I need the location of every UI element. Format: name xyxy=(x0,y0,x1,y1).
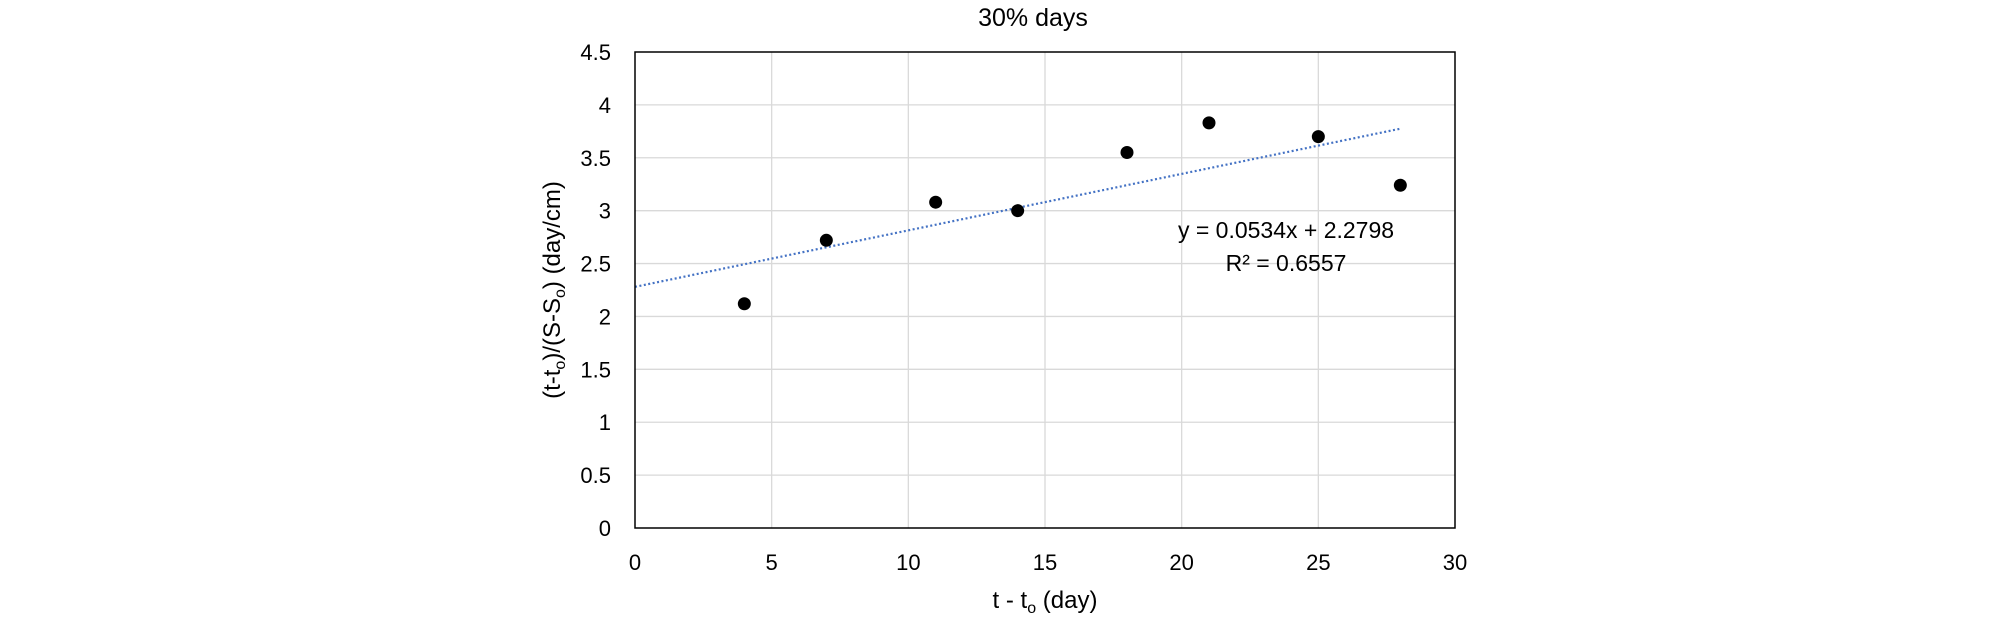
y-tick-label: 2 xyxy=(599,304,611,329)
chart-title: 30% days xyxy=(978,4,1088,32)
data-point xyxy=(737,297,751,311)
y-axis-label: (t-to)/(S-So) (day/cm) xyxy=(539,181,569,399)
x-tick-label: 20 xyxy=(1169,550,1193,575)
y-tick-label: 4.5 xyxy=(580,40,611,65)
y-tick-label: 0.5 xyxy=(580,463,611,488)
data-point xyxy=(1311,130,1325,144)
plot-border xyxy=(634,51,1456,529)
trendline-equation: y = 0.0534x + 2.2798 xyxy=(1178,217,1394,243)
data-point xyxy=(1202,116,1216,130)
x-tick-labels: 0 5 10 15 20 25 30 xyxy=(629,550,1467,575)
x-tick-label: 10 xyxy=(896,550,920,575)
y-tick-label: 1.5 xyxy=(580,357,611,382)
y-tick-label: 0 xyxy=(599,516,611,541)
data-point xyxy=(1120,145,1134,159)
trendline-r-squared: R² = 0.6557 xyxy=(1226,250,1347,276)
x-tick-label: 5 xyxy=(766,550,778,575)
gridlines xyxy=(635,52,1455,528)
x-tick-label: 0 xyxy=(629,550,641,575)
y-tick-label: 3 xyxy=(599,199,611,224)
data-point xyxy=(1393,178,1407,192)
data-point xyxy=(819,233,833,247)
x-tick-label: 25 xyxy=(1306,550,1330,575)
y-tick-labels: 0 0.5 1 1.5 2 2.5 3 3.5 4 4.5 xyxy=(580,40,611,541)
y-tick-label: 1 xyxy=(599,410,611,435)
y-tick-label: 4 xyxy=(599,93,611,118)
data-point xyxy=(929,195,943,209)
y-tick-label: 3.5 xyxy=(580,146,611,171)
data-points xyxy=(737,116,1407,311)
x-axis-label: t - to (day) xyxy=(993,587,1098,617)
x-tick-label: 30 xyxy=(1443,550,1467,575)
data-point xyxy=(1011,204,1025,218)
y-tick-label: 2.5 xyxy=(580,252,611,277)
x-tick-label: 15 xyxy=(1033,550,1057,575)
